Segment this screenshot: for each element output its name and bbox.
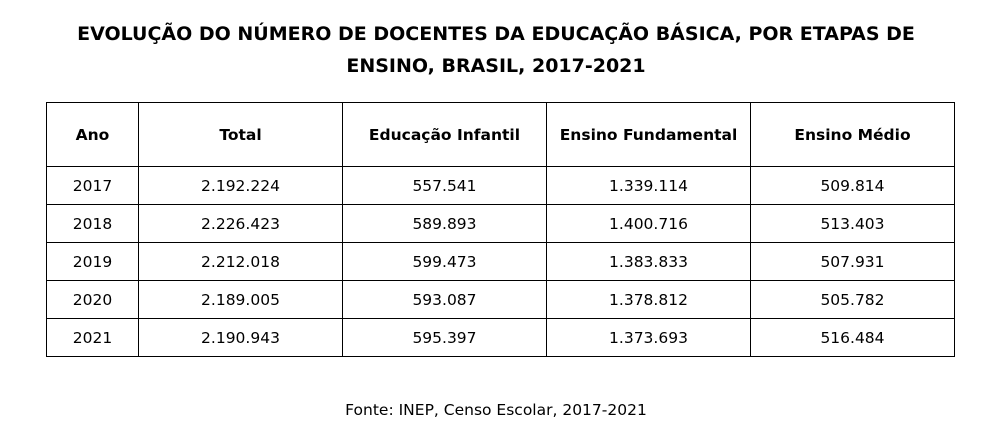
table-title-line-2: ENSINO, BRASIL, 2017-2021 — [346, 55, 646, 77]
table-row: 2019 2.212.018 599.473 1.383.833 507.931 — [46, 242, 955, 281]
cell-total: 2.189.005 — [138, 280, 343, 319]
header-educacao-infantil: Educação Infantil — [342, 102, 547, 167]
cell-total: 2.212.018 — [138, 242, 343, 281]
cell-total: 2.226.423 — [138, 204, 343, 243]
source-note: Fonte: INEP, Censo Escolar, 2017-2021 — [345, 401, 647, 419]
table-row: 2020 2.189.005 593.087 1.378.812 505.782 — [46, 280, 955, 319]
cell-educacao-infantil: 595.397 — [342, 318, 547, 357]
header-total: Total — [138, 102, 343, 167]
cell-total: 2.190.943 — [138, 318, 343, 357]
table-title: EVOLUÇÃO DO NÚMERO DE DOCENTES DA EDUCAÇ… — [0, 18, 992, 82]
cell-ensino-fundamental: 1.383.833 — [546, 242, 751, 281]
cell-educacao-infantil: 593.087 — [342, 280, 547, 319]
cell-ensino-fundamental: 1.339.114 — [546, 166, 751, 205]
cell-ensino-medio: 509.814 — [750, 166, 955, 205]
cell-ano: 2021 — [46, 318, 139, 357]
header-ensino-fundamental: Ensino Fundamental — [546, 102, 751, 167]
header-row: Ano Total Educação Infantil Ensino Funda… — [46, 102, 955, 167]
cell-ensino-fundamental: 1.373.693 — [546, 318, 751, 357]
cell-ensino-medio: 505.782 — [750, 280, 955, 319]
cell-educacao-infantil: 557.541 — [342, 166, 547, 205]
cell-ano: 2018 — [46, 204, 139, 243]
cell-educacao-infantil: 599.473 — [342, 242, 547, 281]
cell-educacao-infantil: 589.893 — [342, 204, 547, 243]
cell-total: 2.192.224 — [138, 166, 343, 205]
teachers-table: Ano Total Educação Infantil Ensino Funda… — [46, 102, 955, 357]
table-row: 2017 2.192.224 557.541 1.339.114 509.814 — [46, 166, 955, 205]
cell-ensino-medio: 513.403 — [750, 204, 955, 243]
header-ensino-medio: Ensino Médio — [750, 102, 955, 167]
cell-ano: 2017 — [46, 166, 139, 205]
cell-ano: 2020 — [46, 280, 139, 319]
table-row: 2018 2.226.423 589.893 1.400.716 513.403 — [46, 204, 955, 243]
cell-ensino-fundamental: 1.400.716 — [546, 204, 751, 243]
cell-ano: 2019 — [46, 242, 139, 281]
table-row: 2021 2.190.943 595.397 1.373.693 516.484 — [46, 318, 955, 357]
table-title-line-1: EVOLUÇÃO DO NÚMERO DE DOCENTES DA EDUCAÇ… — [77, 23, 915, 45]
cell-ensino-medio: 516.484 — [750, 318, 955, 357]
cell-ensino-fundamental: 1.378.812 — [546, 280, 751, 319]
header-ano: Ano — [46, 102, 139, 167]
cell-ensino-medio: 507.931 — [750, 242, 955, 281]
